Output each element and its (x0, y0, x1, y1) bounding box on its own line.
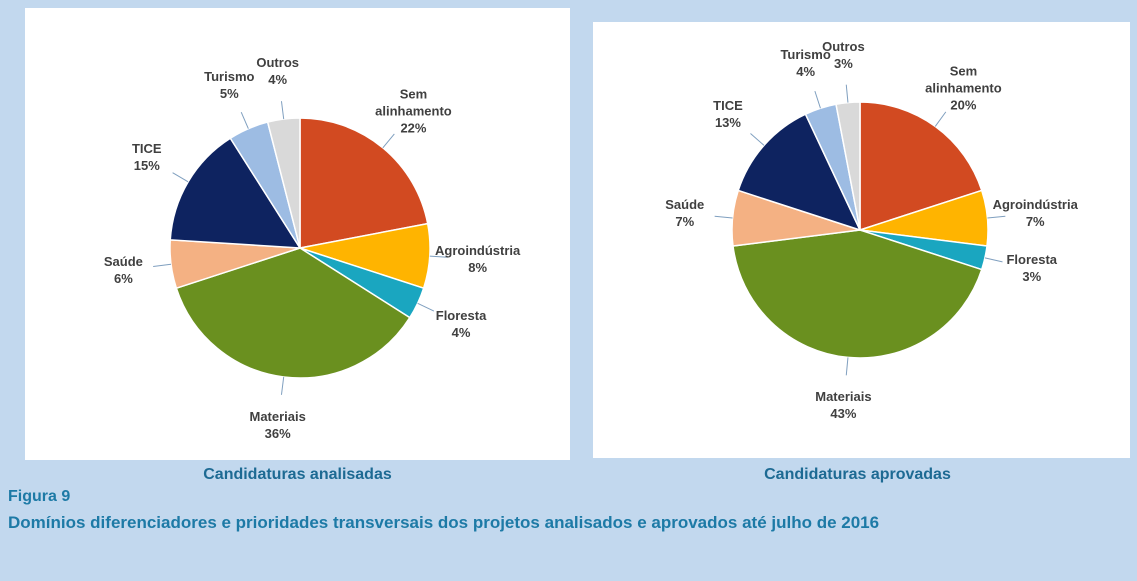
leader-line (417, 302, 435, 312)
slice-label: Saúde 6% (104, 253, 143, 287)
leader-line (714, 215, 733, 219)
slice-label: Outros 3% (822, 38, 865, 72)
leader-line (153, 263, 172, 268)
value-label: 3% (1022, 269, 1042, 285)
value-label: 4% (796, 63, 816, 79)
slice-label: Materiais 36% (250, 408, 306, 442)
slice-label: Turismo 5% (204, 68, 254, 102)
category-label: Materiais (815, 389, 872, 405)
category-label: Outros (256, 55, 299, 71)
slice-label: Floresta 3% (1006, 251, 1057, 285)
slice-label: Agroindústria 7% (993, 196, 1078, 230)
slice-label: Saúde 7% (665, 196, 704, 230)
leader-line (172, 172, 189, 183)
slice-label: Agroindústria 8% (435, 242, 520, 276)
figure-caption: Domínios diferenciadores e prioridades t… (8, 513, 880, 532)
category-label: Outros (822, 38, 865, 54)
slice-label: Outros 4% (256, 54, 299, 88)
leader-line (814, 90, 821, 109)
category-label: Agroindústria (435, 243, 521, 259)
category-label: Turismo (204, 68, 255, 84)
figure-label: Figura 9 (8, 488, 71, 505)
pie-slice (299, 117, 429, 249)
pie-slice (859, 101, 983, 232)
value-label: 7% (1025, 214, 1045, 230)
category-label: Materiais (249, 408, 306, 424)
value-label: 22% (400, 120, 427, 136)
leader-line (280, 101, 285, 120)
category-label: Floresta (1006, 252, 1058, 268)
category-label: Turismo (780, 46, 831, 62)
chart-title: Candidaturas aprovadas (764, 466, 951, 483)
value-label: 4% (268, 72, 288, 88)
pie-slice (175, 247, 411, 379)
slice-label: TICE 13% (713, 97, 743, 131)
value-label: 36% (264, 425, 291, 441)
slice-label: TICE 15% (132, 140, 162, 174)
value-label: 4% (451, 324, 471, 340)
slice-label: Turismo 4% (780, 46, 830, 80)
leader-line (750, 133, 765, 146)
pie-slice (169, 137, 302, 249)
leader-line (845, 84, 849, 103)
chart-title: Candidaturas analisadas (203, 466, 392, 483)
pie-slice (732, 229, 983, 359)
slice-label: Floresta 4% (436, 307, 487, 341)
value-label: 13% (714, 114, 741, 130)
value-label: 3% (834, 55, 853, 71)
category-label: Floresta (435, 307, 487, 323)
category-label: Saúde (665, 197, 705, 213)
category-label: TICE (713, 97, 743, 113)
pie-slice (737, 113, 862, 232)
category-label: Agroindústria (992, 197, 1078, 213)
leader-line (280, 376, 285, 395)
leader-line (382, 133, 395, 149)
value-label: 43% (830, 406, 857, 422)
category-label: Sem alinhamento (375, 86, 452, 119)
value-label: 6% (113, 271, 133, 287)
leader-line (429, 255, 448, 258)
value-label: 7% (675, 214, 695, 230)
category-label: Saúde (103, 254, 143, 270)
leader-line (984, 257, 1003, 263)
category-label: TICE (131, 141, 162, 157)
leader-line (934, 111, 947, 127)
leader-line (845, 357, 849, 376)
slice-label: Sem alinhamento 20% (913, 62, 1013, 113)
value-label: 5% (219, 85, 239, 101)
slice-label: Sem alinhamento 22% (363, 85, 463, 136)
slice-label: Materiais 43% (815, 388, 871, 422)
leader-line (240, 111, 249, 129)
category-label: Sem alinhamento (925, 63, 1002, 96)
leader-line (987, 215, 1006, 219)
value-label: 15% (133, 158, 160, 174)
value-label: 8% (468, 260, 488, 276)
value-label: 20% (950, 97, 977, 113)
